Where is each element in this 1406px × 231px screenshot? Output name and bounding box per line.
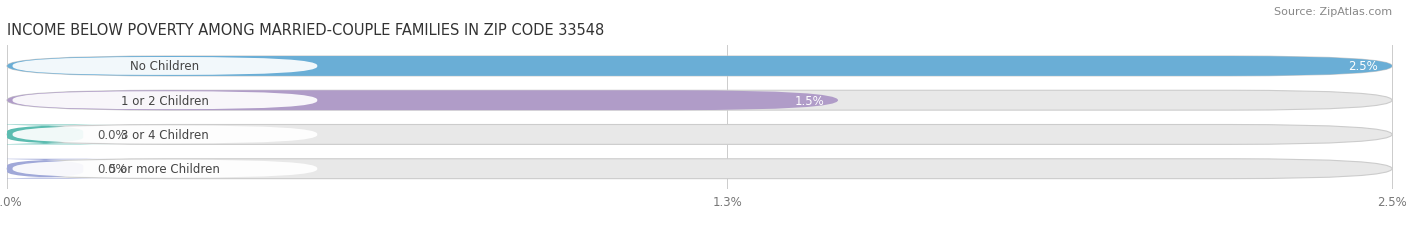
- Text: 1.5%: 1.5%: [794, 94, 824, 107]
- Text: 5 or more Children: 5 or more Children: [110, 162, 221, 175]
- FancyBboxPatch shape: [7, 91, 838, 111]
- Text: 0.0%: 0.0%: [97, 128, 127, 141]
- Text: INCOME BELOW POVERTY AMONG MARRIED-COUPLE FAMILIES IN ZIP CODE 33548: INCOME BELOW POVERTY AMONG MARRIED-COUPL…: [7, 23, 605, 38]
- Text: 0.0%: 0.0%: [97, 162, 127, 175]
- FancyBboxPatch shape: [7, 159, 1392, 179]
- FancyBboxPatch shape: [7, 125, 1392, 145]
- FancyBboxPatch shape: [7, 57, 1392, 76]
- Text: 1 or 2 Children: 1 or 2 Children: [121, 94, 209, 107]
- Text: 3 or 4 Children: 3 or 4 Children: [121, 128, 209, 141]
- Text: 2.5%: 2.5%: [1348, 60, 1378, 73]
- Text: Source: ZipAtlas.com: Source: ZipAtlas.com: [1274, 7, 1392, 17]
- Text: No Children: No Children: [131, 60, 200, 73]
- FancyBboxPatch shape: [0, 125, 120, 145]
- FancyBboxPatch shape: [13, 92, 318, 110]
- FancyBboxPatch shape: [7, 57, 1392, 76]
- FancyBboxPatch shape: [13, 58, 318, 76]
- FancyBboxPatch shape: [13, 160, 318, 178]
- FancyBboxPatch shape: [7, 91, 1392, 111]
- FancyBboxPatch shape: [13, 126, 318, 144]
- FancyBboxPatch shape: [0, 159, 120, 179]
